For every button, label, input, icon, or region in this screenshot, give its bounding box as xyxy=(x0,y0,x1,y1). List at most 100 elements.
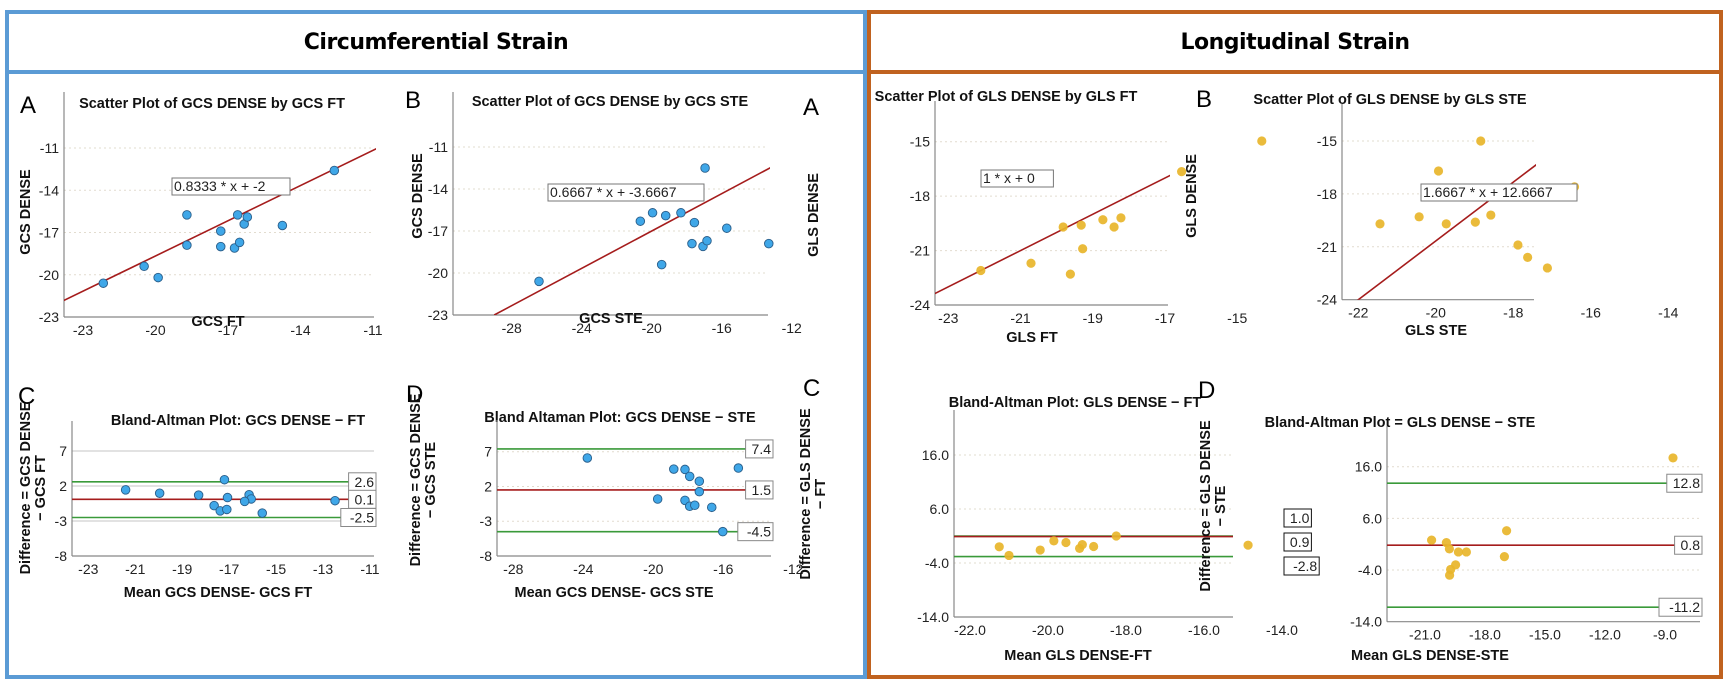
y-tick-label: 7 xyxy=(484,444,492,460)
line-value-label: 1.5 xyxy=(752,482,772,498)
data-point xyxy=(153,272,163,283)
y-tick-label: -17 xyxy=(428,223,448,239)
data-point xyxy=(1453,547,1463,557)
x-tick-label: -12.0 xyxy=(1589,627,1621,643)
data-point xyxy=(1375,219,1385,229)
data-point xyxy=(330,495,340,506)
y-tick-label: -14 xyxy=(39,182,59,198)
line-value-label: 0.9 xyxy=(1290,534,1310,550)
y-tick-label: -8 xyxy=(55,548,68,564)
y-tick-label: -23 xyxy=(428,307,448,323)
equation-box xyxy=(171,177,291,196)
panel-letter: D xyxy=(406,381,423,408)
equation-box xyxy=(1420,183,1578,202)
data-point xyxy=(1668,453,1678,463)
y-tick-label: -24 xyxy=(910,297,930,313)
data-point xyxy=(1076,220,1086,230)
y-tick-label: 7 xyxy=(59,443,67,459)
line-value-box xyxy=(737,522,774,542)
gls-a-chart: A Scatter Plot of GLS DENSE by GLS FT-24-… xyxy=(803,89,1267,346)
x-axis-label: GLS STE xyxy=(1405,323,1467,339)
data-point xyxy=(239,496,250,507)
y-tick-label: -8 xyxy=(480,548,493,564)
y-tick-label: 16.0 xyxy=(1355,459,1382,475)
data-point xyxy=(1257,136,1267,146)
y-tick-label: 6.0 xyxy=(1363,510,1383,526)
y-tick-label: -21 xyxy=(910,243,930,259)
y-tick-label: -23 xyxy=(39,309,59,325)
data-point xyxy=(1065,269,1075,279)
data-point xyxy=(1476,136,1486,146)
data-point xyxy=(1441,219,1451,229)
y-axis-label: GLS DENSE xyxy=(1184,154,1200,238)
data-point xyxy=(1542,263,1552,273)
x-tick-label: -20 xyxy=(145,322,165,338)
x-axis-label: GCS FT xyxy=(191,314,244,330)
x-tick-label: -17 xyxy=(219,561,239,577)
gcs-a-chart: A Scatter Plot of GCS DENSE by GCS FT-23-… xyxy=(18,92,383,338)
gcs-d-chart: D Bland Altaman Plot: GCS DENSE − STE -8 -3… xyxy=(406,381,804,601)
data-point xyxy=(1035,545,1045,555)
data-point xyxy=(687,238,697,249)
data-point xyxy=(669,464,679,474)
data-point xyxy=(1445,570,1455,580)
data-point xyxy=(1026,258,1036,268)
data-point xyxy=(232,210,243,220)
data-point xyxy=(652,494,663,504)
data-point xyxy=(676,208,686,218)
data-point xyxy=(182,210,192,220)
data-point xyxy=(1470,217,1480,227)
y-tick-label: -14.0 xyxy=(1350,614,1382,630)
line-value-box xyxy=(340,508,377,527)
x-axis-label: Mean GLS DENSE-FT xyxy=(1004,648,1152,664)
data-point xyxy=(647,208,658,218)
x-axis-label: GCS STE xyxy=(579,311,643,327)
data-point xyxy=(680,464,690,475)
panel-letter: C xyxy=(803,375,820,402)
data-point xyxy=(277,220,288,231)
y-tick-label: -15 xyxy=(910,134,930,150)
data-point xyxy=(329,165,340,176)
data-point xyxy=(660,210,671,221)
data-point xyxy=(215,226,226,236)
data-point xyxy=(234,237,245,248)
x-tick-label: -15 xyxy=(1227,310,1247,326)
y-tick-label: -4.0 xyxy=(1358,562,1382,578)
equation-box xyxy=(980,169,1054,188)
x-tick-label: -19 xyxy=(172,561,192,577)
y-tick-label: -24 xyxy=(1317,292,1337,308)
x-axis-label: Mean GCS DENSE- GCS FT xyxy=(124,585,313,601)
chart-title: Bland Altaman Plot: GCS DENSE − STE xyxy=(484,410,756,426)
data-point xyxy=(1089,541,1099,552)
section-title-circumferential: Circumferential Strain xyxy=(9,14,863,74)
data-point xyxy=(702,236,712,246)
data-point xyxy=(120,485,131,495)
x-tick-label: -24 xyxy=(572,320,592,336)
data-point xyxy=(1414,212,1424,222)
x-tick-label: -23 xyxy=(938,310,958,326)
chart-title: Bland-Altman Plot = GLS DENSE − STE xyxy=(1265,415,1536,431)
y-tick-label: -3 xyxy=(55,513,68,529)
data-point xyxy=(694,486,705,497)
x-tick-label: -20 xyxy=(642,320,662,336)
data-point xyxy=(684,471,695,482)
gls-d-chart: D Bland-Altman Plot = GLS DENSE − STE -14.… xyxy=(1198,377,1703,664)
data-point xyxy=(182,240,192,250)
panel-letter: B xyxy=(1196,86,1212,113)
x-axis-label: GLS FT xyxy=(1006,330,1058,346)
data-point xyxy=(154,488,165,498)
line-value-label: 1.0 xyxy=(1290,510,1310,526)
chart-title: Bland-Altman Plot: GLS DENSE − FT xyxy=(949,395,1202,411)
data-point xyxy=(690,500,700,510)
y-tick-label: -11 xyxy=(429,139,448,155)
data-point xyxy=(1058,222,1068,232)
x-tick-label: -22.0 xyxy=(954,622,986,638)
y-axis-label: Difference = GCS DENSE− GCS STE xyxy=(408,393,439,566)
data-point xyxy=(694,476,705,487)
x-tick-label: -28 xyxy=(502,320,522,336)
x-tick-label: -12 xyxy=(782,320,802,336)
x-tick-label: -14 xyxy=(290,322,310,338)
data-point xyxy=(215,241,226,252)
data-point xyxy=(534,276,544,287)
